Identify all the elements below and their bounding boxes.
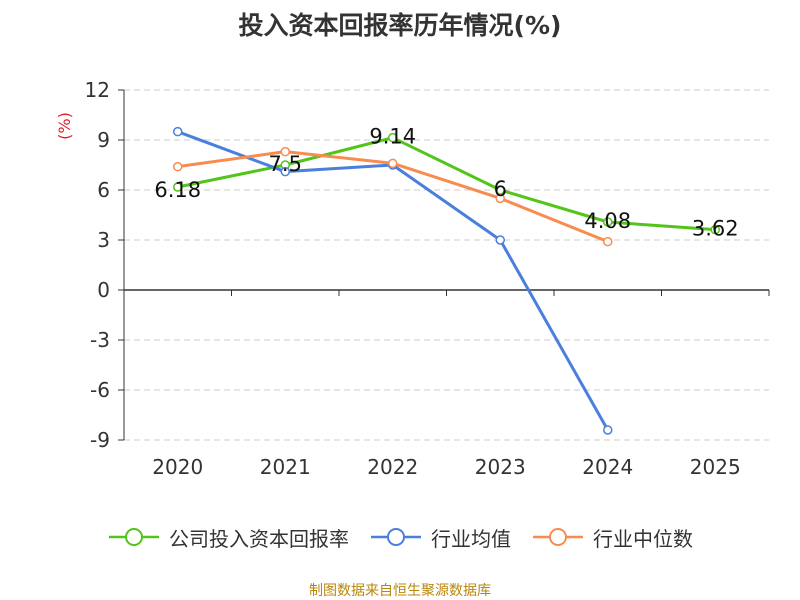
data-point <box>280 166 290 177</box>
legend-marker-icon <box>533 528 583 546</box>
legend-item[interactable]: 行业均值 <box>369 523 511 552</box>
series-layer <box>173 126 720 435</box>
source-note: 制图数据来自恒生聚源数据库 <box>309 583 491 599</box>
data-point <box>603 217 613 227</box>
data-point <box>388 158 398 169</box>
data-point <box>603 236 613 247</box>
series-0 <box>173 132 720 235</box>
x-tick-label: 2021 <box>260 455 311 479</box>
data-label: 6.18 <box>154 178 201 202</box>
legend-label: 公司投入资本回报率 <box>169 526 349 551</box>
legend: 公司投入资本回报率 行业均值 行业中位数 <box>0 520 800 554</box>
data-point <box>173 182 183 192</box>
series-line <box>177 136 716 232</box>
x-tick-label: 2022 <box>367 455 418 479</box>
y-tick-label: -6 <box>90 378 110 402</box>
series-line <box>177 130 610 431</box>
data-point <box>173 126 183 137</box>
y-tick-label: 3 <box>97 228 110 252</box>
x-tick-label: 2023 <box>475 455 526 479</box>
y-tick-label: -9 <box>90 428 110 452</box>
data-point <box>495 235 505 245</box>
y-tick-label: 12 <box>85 78 110 102</box>
legend-marker-icon <box>109 528 159 546</box>
data-point <box>495 193 505 204</box>
y-tick-label: -3 <box>90 328 110 352</box>
grid-layer <box>124 89 769 441</box>
data-point <box>280 146 290 157</box>
data-label: 6 <box>494 177 507 201</box>
y-axis-label: (%) <box>55 112 74 140</box>
legend-label: 行业均值 <box>431 526 511 551</box>
chart-title: 投入资本回报率历年情况(%) <box>238 11 562 40</box>
x-tick-label: 2024 <box>582 455 633 479</box>
axis-layer: 12 9 6 3 0 -3 -6 -9 2020 2021 2022 2023 2024 2025 (%) <box>55 78 770 479</box>
data-label: 4.08 <box>584 209 631 233</box>
legend-marker-icon <box>371 528 421 546</box>
y-tick-label: 6 <box>97 178 110 202</box>
data-point <box>710 224 720 235</box>
data-point <box>603 425 613 435</box>
legend-item[interactable]: 公司投入资本回报率 <box>107 523 349 552</box>
legend-item[interactable]: 行业中位数 <box>531 523 693 552</box>
data-label: 3.62 <box>692 217 739 241</box>
data-label: 9.14 <box>369 125 416 149</box>
y-tick-label: 9 <box>97 128 110 152</box>
label-layer: 6.18 7.5 9.14 6 4.08 3.62 <box>154 125 738 241</box>
legend-label: 行业中位数 <box>593 526 693 551</box>
y-tick-label: 0 <box>97 278 110 302</box>
data-point <box>173 161 183 172</box>
x-tick-label: 2025 <box>690 455 741 479</box>
data-label: 7.5 <box>269 152 302 176</box>
x-tick-label: 2020 <box>152 455 203 479</box>
series-2 <box>173 146 613 247</box>
data-point <box>388 132 398 143</box>
